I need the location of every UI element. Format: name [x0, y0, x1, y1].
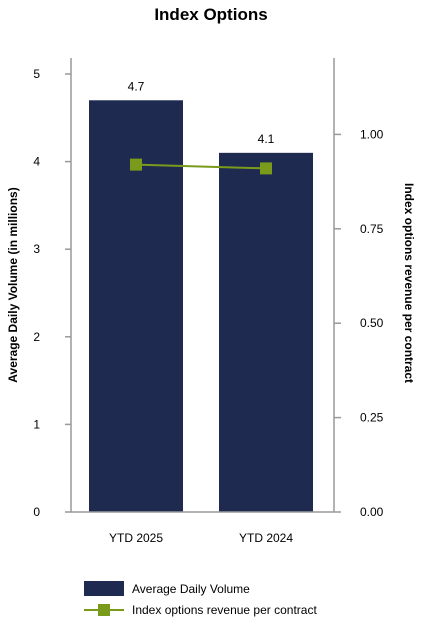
x-axis-tick-label: YTD 2025	[109, 531, 163, 545]
right-axis-tick-label: 0.50	[360, 316, 384, 330]
left-axis-tick-label: 1	[33, 417, 40, 431]
right-axis-tick-label: 0.75	[360, 222, 384, 236]
legend-swatch-average-daily-volume	[84, 581, 124, 596]
bars-layer: 4.7 4.1	[89, 79, 313, 512]
right-axis-ticks: 0.00 0.25 0.50 0.75 1.00	[334, 127, 384, 519]
line-marker	[130, 158, 142, 171]
revenue-per-contract-line	[135, 163, 267, 170]
left-axis-tick-label: 0	[33, 505, 40, 519]
y-axis-title: Average Daily Volume (in millions)	[6, 187, 20, 382]
line-marker	[260, 162, 272, 175]
x-axis-labels: YTD 2025 YTD 2024	[109, 531, 293, 545]
legend-marker-revenue-per-contract	[98, 604, 110, 616]
chart-title: Index Options	[154, 5, 267, 24]
left-axis-tick-label: 2	[33, 330, 40, 344]
bar-value-label: 4.1	[258, 132, 275, 146]
right-axis-tick-label: 0.25	[360, 411, 384, 425]
left-axis-tick-label: 3	[33, 242, 40, 256]
y-axis-right-title: Index options revenue per contract	[402, 183, 416, 383]
right-axis-tick-label: 0.00	[360, 505, 384, 519]
left-axis-ticks: 0 1 2 3 4 5	[33, 67, 71, 519]
left-axis-tick-label: 4	[33, 155, 40, 169]
left-axis-tick-label: 5	[33, 67, 40, 81]
legend: Average Daily Volume Index options reven…	[84, 581, 317, 617]
bar	[219, 152, 313, 512]
right-axis-tick-label: 1.00	[360, 127, 384, 141]
bar-value-label: 4.7	[128, 79, 145, 93]
legend-label-revenue-per-contract: Index options revenue per contract	[132, 603, 317, 617]
legend-label-average-daily-volume: Average Daily Volume	[132, 582, 250, 596]
line-layer	[130, 158, 272, 175]
x-axis-tick-label: YTD 2024	[239, 531, 293, 545]
